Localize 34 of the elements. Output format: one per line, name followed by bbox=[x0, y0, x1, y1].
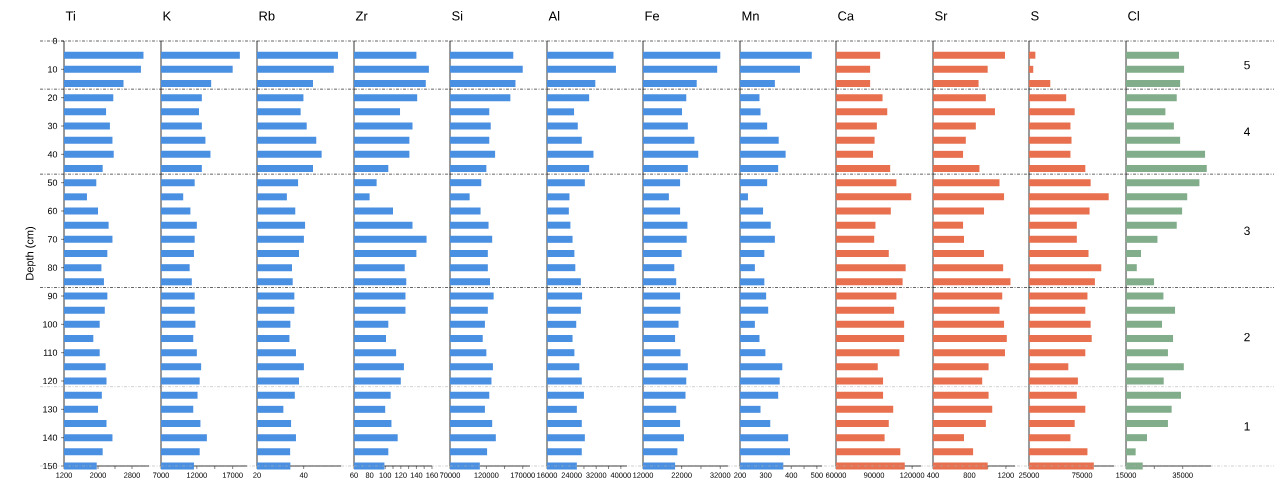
text: 5 bbox=[1244, 60, 1250, 70]
chart-title: Rb bbox=[259, 10, 275, 21]
y-tick-label: 130 bbox=[43, 406, 58, 413]
y-tick-label: 60 bbox=[47, 207, 58, 215]
y-tick-label: 40 bbox=[47, 151, 58, 158]
y-tick-label: 70 bbox=[47, 236, 58, 243]
y-tick-label: 30 bbox=[47, 122, 58, 130]
chart-title: K bbox=[163, 11, 172, 21]
y-tick-label: 80 bbox=[47, 264, 58, 271]
text: 4 bbox=[1243, 127, 1250, 136]
text: 2 bbox=[1244, 332, 1250, 342]
y-tick-label: 0 bbox=[52, 37, 58, 45]
y-tick-label: 90 bbox=[47, 292, 58, 300]
chart-title: S bbox=[1031, 11, 1039, 21]
y-axis-title: Depth (cm) bbox=[25, 227, 36, 280]
chart-title: Fe bbox=[645, 11, 660, 21]
chart-title: Al bbox=[548, 11, 560, 21]
text: 3 bbox=[1244, 226, 1250, 236]
y-tick-label: 10 bbox=[48, 66, 58, 73]
chart-title: Sr bbox=[935, 11, 948, 21]
text: 1 bbox=[1244, 422, 1250, 431]
y-tick-label: 100 bbox=[43, 321, 58, 328]
chart-title: Cl bbox=[1128, 10, 1139, 21]
chart-title: Si bbox=[452, 10, 463, 21]
chart-title: Mn bbox=[742, 11, 759, 21]
y-tick-label: 110 bbox=[43, 349, 58, 356]
y-tick-label: 120 bbox=[43, 377, 58, 385]
y-tick-label: 140 bbox=[43, 434, 58, 441]
y-tick-label: 20 bbox=[47, 94, 58, 101]
chart-title: Ca bbox=[838, 11, 855, 21]
chart-title: Ti bbox=[65, 11, 75, 21]
y-tick-label: 150 bbox=[43, 462, 58, 470]
y-tick-label: 50 bbox=[47, 179, 58, 186]
chart-title: Zr bbox=[355, 11, 368, 21]
